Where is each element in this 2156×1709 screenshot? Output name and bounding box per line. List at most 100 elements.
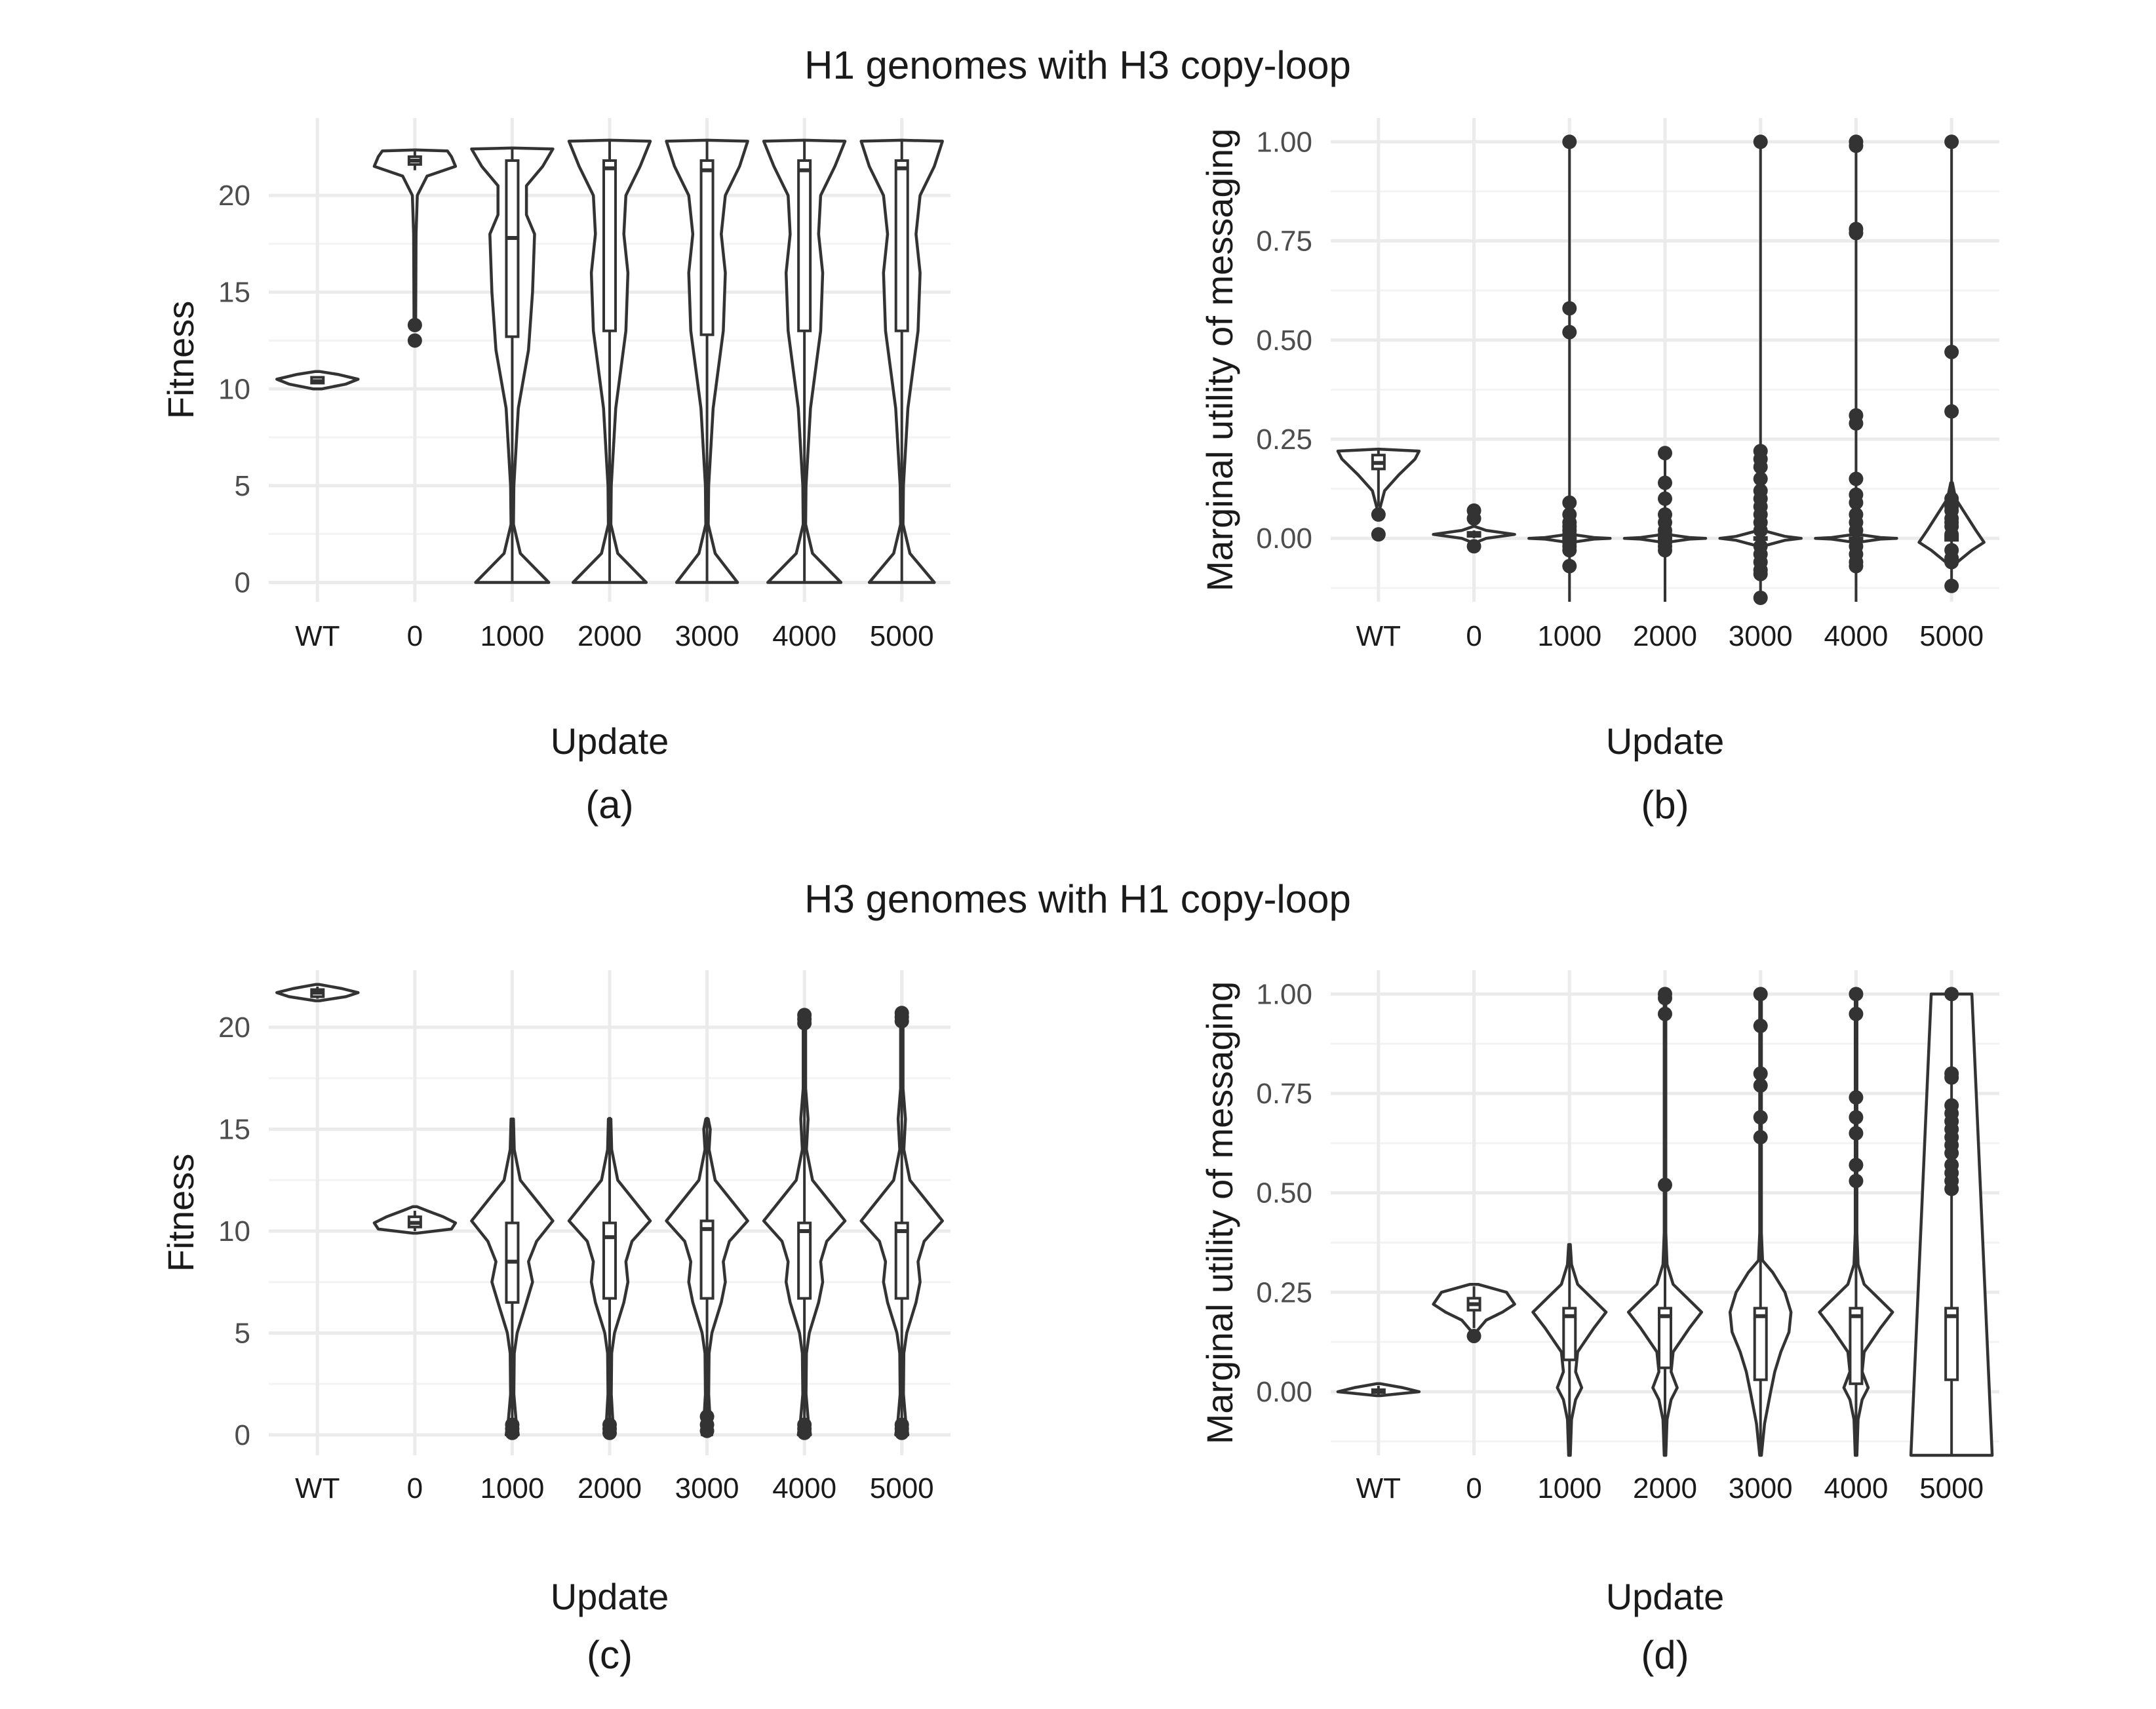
outlier-point [1753, 460, 1768, 475]
outlier-point [1753, 134, 1768, 149]
outlier-point [1658, 491, 1672, 506]
outlier-point [1944, 344, 1959, 359]
x-axis-title: Update [551, 1576, 669, 1617]
violin-1000 [1527, 134, 1612, 602]
y-tick-label: 0.25 [1256, 1276, 1312, 1308]
violin-5000 [859, 138, 944, 584]
violin-1000 [470, 1117, 555, 1440]
outlier-point [1753, 1018, 1768, 1033]
y-tick-label: 15 [218, 277, 250, 309]
outlier-point [1849, 987, 1864, 1002]
section-title-bottom: H3 genomes with H1 copy-loop [804, 877, 1351, 921]
box [894, 159, 909, 332]
x-tick-label: 5000 [1919, 620, 1984, 652]
x-tick-label: 2000 [1633, 1472, 1697, 1504]
outlier-point [1658, 991, 1672, 1006]
box [797, 159, 812, 332]
outlier-point [1849, 495, 1864, 510]
outlier-point [797, 1425, 812, 1440]
outlier-point [1849, 1006, 1864, 1021]
outlier-point [1944, 1070, 1959, 1085]
outlier-point [1562, 495, 1577, 510]
outlier-point [1562, 301, 1577, 316]
y-tick-label: 1.00 [1256, 978, 1312, 1010]
x-tick-label: 3000 [675, 1472, 739, 1504]
x-tick-label: 1000 [480, 1472, 544, 1504]
violin-1000 [470, 146, 555, 584]
panel-caption: (a) [585, 783, 633, 827]
x-tick-label: 3000 [1729, 620, 1793, 652]
outlier-point [1466, 511, 1481, 526]
violin-3000 [1728, 987, 1793, 1457]
y-tick-label: 0.00 [1256, 1376, 1312, 1408]
box [699, 159, 715, 336]
outlier-point [1849, 1090, 1864, 1105]
x-tick-label: 2000 [578, 1472, 642, 1504]
outlier-point [1371, 527, 1386, 542]
outlier-point [1562, 559, 1577, 574]
x-tick-label: WT [295, 1472, 340, 1504]
outlier-point [1466, 539, 1481, 554]
box [602, 1221, 617, 1300]
outlier-point [1944, 1146, 1959, 1161]
y-tick-label: 5 [235, 470, 250, 502]
x-tick-label: 1000 [1537, 620, 1601, 652]
violin-4000 [762, 138, 847, 584]
outlier-point [1658, 446, 1672, 461]
violin-0 [1432, 503, 1516, 554]
outlier-point [1562, 543, 1577, 558]
box [699, 1219, 715, 1300]
outlier-point [1658, 543, 1672, 558]
outlier-point [699, 1423, 715, 1438]
box [1849, 1306, 1864, 1385]
violin-WT [1336, 447, 1421, 542]
x-tick-label: 0 [407, 620, 423, 652]
box [1658, 1306, 1672, 1369]
x-tick-label: 4000 [772, 1472, 836, 1504]
outlier-point [1658, 475, 1672, 490]
x-tick-label: 0 [1466, 1472, 1481, 1504]
violin-0 [372, 148, 458, 348]
outlier-point [407, 333, 422, 348]
y-tick-label: 1.00 [1256, 126, 1312, 158]
outlier-point [1753, 566, 1768, 581]
outlier-point [797, 1015, 812, 1031]
y-axis-title: Marginal utility of messaging [1199, 981, 1240, 1445]
x-tick-label: 2000 [578, 620, 642, 652]
x-tick-label: 3000 [1729, 1472, 1793, 1504]
y-tick-label: 0.50 [1256, 324, 1312, 357]
x-tick-label: 1000 [1537, 1472, 1601, 1504]
violin-outline [372, 148, 458, 323]
outlier-point [1371, 507, 1386, 522]
y-axis-title: Marginal utility of messaging [1199, 128, 1240, 592]
x-tick-label: 2000 [1633, 620, 1697, 652]
violin-5000 [1909, 987, 1994, 1457]
outlier-point [407, 317, 422, 332]
y-axis-title: Fitness [160, 301, 201, 420]
x-tick-label: 4000 [1824, 1472, 1888, 1504]
panel-c: 0 5 10 15 20 WT 0 1000 2000 3000 4000 5000 Update Fit… [160, 970, 951, 1677]
outlier-point [1849, 1126, 1864, 1141]
outlier-point [1753, 1130, 1768, 1145]
panel-caption: (b) [1641, 783, 1689, 827]
x-tick-label: 0 [407, 1472, 423, 1504]
outlier-point [1944, 527, 1959, 542]
outlier-point [1849, 523, 1864, 538]
outlier-point [1753, 523, 1768, 538]
section-title-top: H1 genomes with H3 copy-loop [804, 43, 1351, 87]
violin-3000 [1718, 134, 1803, 605]
outlier-point [1944, 578, 1959, 593]
outlier-point [1849, 416, 1864, 431]
outlier-point [602, 1425, 617, 1440]
violin-4000 [762, 1008, 847, 1440]
outlier-point [1944, 134, 1959, 149]
violin-WT [275, 370, 360, 391]
violin-2000 [567, 1116, 652, 1440]
violin-1000 [1531, 1243, 1608, 1457]
y-tick-label: 0 [235, 1419, 250, 1451]
violin-WT [1336, 1382, 1421, 1398]
box [505, 159, 520, 338]
panel-d: 0.00 0.25 0.50 0.75 1.00 WT 0 1000 2000 3000 4000 5… [1199, 970, 1999, 1677]
y-tick-label: 20 [218, 180, 250, 212]
